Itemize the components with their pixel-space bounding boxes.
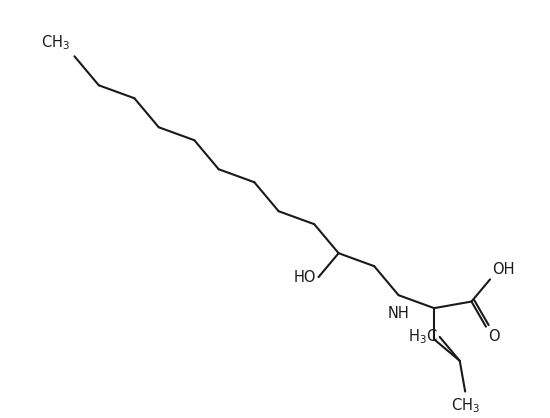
Text: O: O xyxy=(488,329,500,344)
Text: OH: OH xyxy=(492,262,515,277)
Text: HO: HO xyxy=(294,270,316,285)
Text: CH$_3$: CH$_3$ xyxy=(450,396,480,415)
Text: CH$_3$: CH$_3$ xyxy=(41,33,70,52)
Text: H$_3$C: H$_3$C xyxy=(408,328,437,346)
Text: NH: NH xyxy=(388,306,409,321)
